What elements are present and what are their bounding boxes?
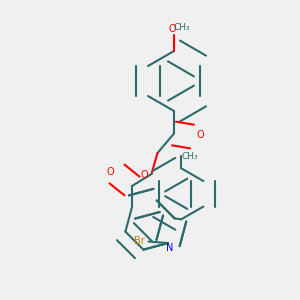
Text: O: O: [169, 23, 176, 34]
Text: CH₃: CH₃: [182, 152, 199, 161]
Text: O: O: [140, 170, 148, 181]
Text: O: O: [106, 167, 114, 177]
Text: N: N: [166, 244, 173, 254]
Text: Br: Br: [134, 236, 145, 246]
Text: O: O: [196, 130, 204, 140]
Text: CH₃: CH₃: [173, 23, 190, 32]
